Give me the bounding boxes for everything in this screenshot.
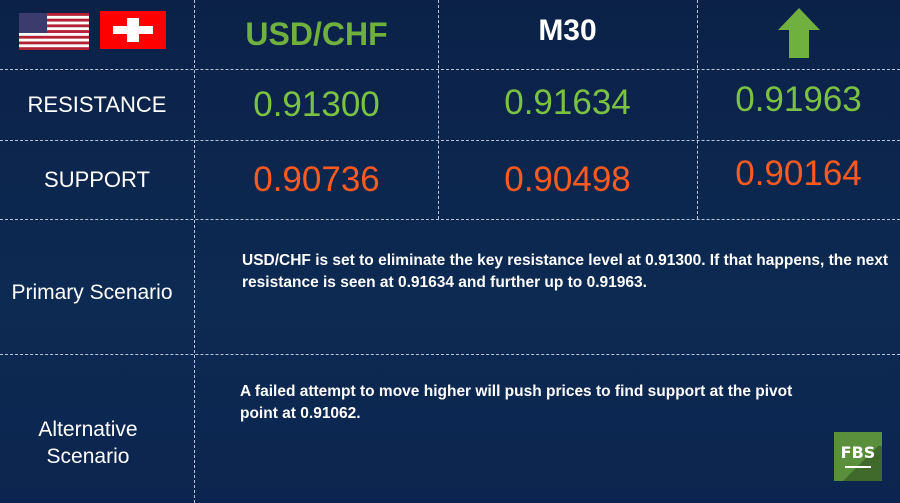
support-value-3: 0.90164 — [735, 154, 862, 193]
fbs-logo: FBS — [834, 432, 882, 481]
timeframe-label: M30 — [538, 14, 597, 47]
resistance-label: RESISTANCE — [27, 92, 167, 117]
resistance-value-1: 0.91300 — [253, 85, 380, 124]
swiss-flag-icon — [100, 11, 166, 49]
pair-title: USD/CHF — [245, 16, 388, 52]
alternative-scenario-label: Alternative Scenario — [38, 418, 138, 468]
fbs-logo-text: FBS — [840, 443, 876, 462]
grid-line — [0, 69, 900, 70]
grid-line — [0, 354, 900, 355]
us-flag-icon — [19, 13, 89, 50]
grid-line — [194, 0, 195, 503]
support-value-2: 0.90498 — [504, 160, 631, 199]
alternative-scenario-text: A failed attempt to move higher will pus… — [240, 383, 793, 422]
grid-line — [438, 0, 439, 219]
grid-line — [697, 0, 698, 219]
primary-scenario-label: Primary Scenario — [11, 281, 173, 304]
resistance-value-3: 0.91963 — [735, 80, 862, 119]
support-label: SUPPORT — [44, 167, 150, 192]
grid-line — [0, 140, 900, 141]
support-value-1: 0.90736 — [253, 160, 380, 199]
grid-line — [0, 219, 900, 220]
primary-scenario-text: USD/CHF is set to eliminate the key resi… — [242, 252, 889, 291]
arrow-up-icon — [778, 8, 820, 58]
resistance-value-2: 0.91634 — [504, 83, 631, 122]
